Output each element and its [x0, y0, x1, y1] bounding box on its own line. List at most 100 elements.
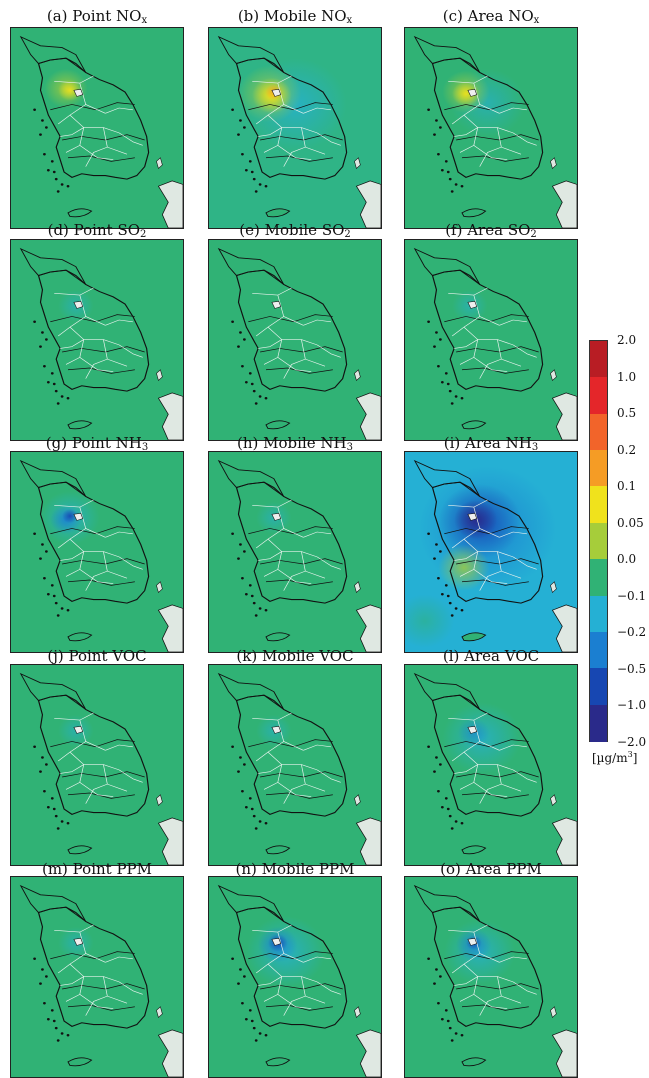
- jeju-island: [265, 420, 291, 430]
- panel-title: (g) Point NH3: [45, 434, 149, 453]
- japan-coast: [157, 392, 183, 440]
- colorbar-tick-label: −2.0: [617, 735, 647, 749]
- japan-coast: [157, 817, 183, 865]
- panel-title: (k) Mobile VOC: [236, 647, 354, 665]
- panel-title: (m) Point PPM: [41, 860, 152, 878]
- colorbar-segment: [590, 377, 607, 415]
- jeju-island: [461, 845, 487, 855]
- concentration-blob: [62, 508, 78, 524]
- map-panel: [208, 876, 382, 1078]
- jeju-island: [265, 632, 291, 642]
- seoul-marker: [271, 938, 282, 946]
- north-korea-land: [19, 247, 87, 285]
- panel-title: (b) Mobile NOx: [237, 7, 353, 26]
- japan-coast: [355, 392, 381, 440]
- map-panel: [10, 27, 184, 229]
- seoul-marker: [73, 301, 84, 309]
- seoul-marker: [271, 726, 282, 734]
- map-panel: [404, 239, 578, 441]
- north-korea-land: [413, 459, 481, 497]
- colorbar-tick-label: −1.0: [617, 698, 647, 713]
- seoul-marker: [73, 938, 84, 946]
- north-korea-land: [413, 672, 481, 710]
- map-panel: [404, 664, 578, 866]
- panel-title: (e) Mobile SO2: [239, 221, 351, 240]
- map-panel: [10, 451, 184, 653]
- seoul-marker: [467, 89, 478, 97]
- seoul-marker: [467, 726, 478, 734]
- panel-title: (a) Point NOx: [46, 7, 148, 26]
- colorbar-unit: [µg/m3]: [592, 750, 638, 765]
- seoul-marker: [467, 513, 478, 521]
- seoul-marker: [73, 89, 84, 97]
- map-panel: [404, 876, 578, 1078]
- japan-coast: [551, 604, 577, 652]
- japan-coast: [355, 180, 381, 228]
- north-korea-land: [19, 884, 87, 922]
- map-panel: [404, 451, 578, 653]
- seoul-marker: [73, 513, 84, 521]
- north-korea-land: [19, 35, 87, 73]
- map-panel: [404, 27, 578, 229]
- map-panel: [208, 451, 382, 653]
- korean-peninsula-outline: [431, 481, 544, 604]
- seoul-marker: [271, 301, 282, 309]
- korean-peninsula-outline: [235, 694, 348, 817]
- japan-coast: [355, 604, 381, 652]
- korean-peninsula-outline: [37, 269, 150, 392]
- jeju-island: [265, 845, 291, 855]
- colorbar-tick-label: 1.0: [617, 369, 637, 384]
- map-panel: [10, 664, 184, 866]
- korean-peninsula-outline: [37, 481, 150, 604]
- colorbar-tick-label: 2.0: [617, 333, 637, 347]
- korean-peninsula-outline: [235, 906, 348, 1029]
- panel-title: (i) Area NH3: [443, 434, 539, 453]
- north-korea-land: [19, 459, 87, 497]
- map-panel: [10, 876, 184, 1078]
- jeju-island: [67, 845, 93, 855]
- north-korea-land: [217, 884, 285, 922]
- colorbar-tick-label: 0.05: [617, 515, 644, 530]
- colorbar-segment: [590, 341, 607, 379]
- korean-peninsula-outline: [37, 694, 150, 817]
- korean-peninsula-outline: [431, 906, 544, 1029]
- japan-coast: [157, 604, 183, 652]
- map-panel: [208, 239, 382, 441]
- seoul-marker: [467, 938, 478, 946]
- north-korea-land: [217, 672, 285, 710]
- panel-title: (l) Area VOC: [442, 647, 540, 665]
- korean-peninsula-outline: [431, 694, 544, 817]
- korean-peninsula-outline: [37, 906, 150, 1029]
- colorbar-segment: [590, 413, 607, 452]
- japan-coast: [157, 180, 183, 228]
- colorbar-tick-label: 0.5: [617, 406, 637, 421]
- panel-title: (c) Area NOx: [442, 7, 540, 26]
- panel-title: (h) Mobile NH3: [237, 434, 353, 453]
- jeju-island: [265, 208, 291, 218]
- colorbar-segment: [590, 704, 607, 743]
- north-korea-land: [217, 459, 285, 497]
- seoul-marker: [271, 513, 282, 521]
- colorbar: [589, 340, 608, 743]
- jeju-island: [67, 208, 93, 218]
- jeju-island: [461, 208, 487, 218]
- jeju-island: [67, 632, 93, 642]
- north-korea-land: [413, 35, 481, 73]
- colorbar-segment: [590, 486, 607, 525]
- colorbar-segment: [590, 595, 607, 634]
- colorbar-tick-label: −0.1: [617, 588, 647, 603]
- colorbar-tick-label: 0.1: [617, 479, 637, 494]
- north-korea-land: [413, 247, 481, 285]
- japan-coast: [551, 180, 577, 228]
- colorbar-segment: [590, 522, 607, 561]
- korean-peninsula-outline: [235, 481, 348, 604]
- korean-peninsula-outline: [37, 57, 150, 180]
- panel-title: (o) Area PPM: [440, 860, 542, 878]
- korean-peninsula-outline: [431, 57, 544, 180]
- colorbar-tick-label: −0.2: [617, 625, 647, 640]
- panel-title: (j) Point VOC: [47, 647, 147, 665]
- north-korea-land: [217, 247, 285, 285]
- colorbar-segment: [590, 559, 607, 597]
- panel-title: (f) Area SO2: [445, 221, 537, 240]
- jeju-island: [461, 632, 487, 642]
